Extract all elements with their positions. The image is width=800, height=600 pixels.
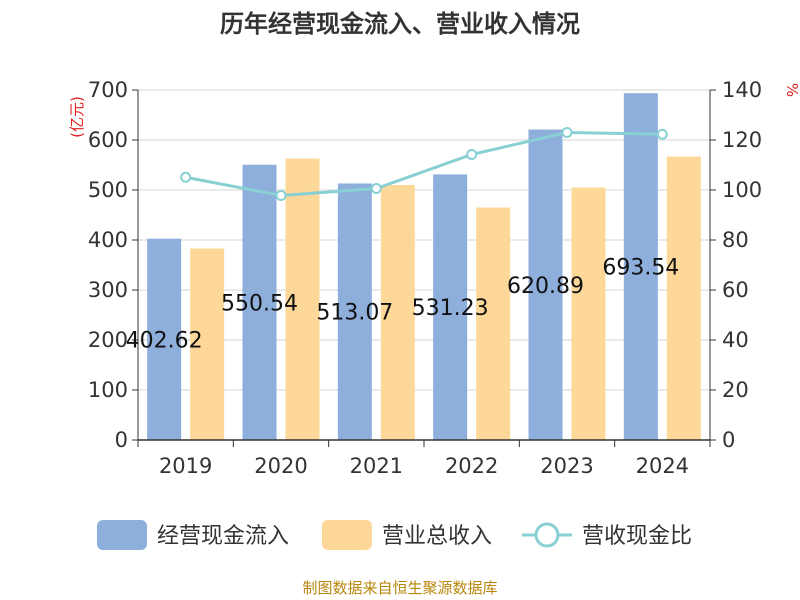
data-label: 693.54 [602,256,679,281]
bar [190,248,225,440]
line-point [180,171,192,183]
bar [571,187,606,440]
legend-swatch-marker [534,522,560,548]
left-axis-tick-label: 100 [88,378,128,402]
right-axis-tick-label: 100 [722,178,762,202]
bar [528,129,563,440]
left-axis-tick-label: 300 [88,278,128,302]
line-point [275,190,287,201]
legend-label: 经营现金流入 [157,524,289,549]
legend: 经营现金流入 营业总收入 营收现金比 [97,520,692,550]
left-axis-tick-label: 700 [88,78,128,102]
right-axis-tick-label: 80 [722,228,749,252]
data-label: 531.23 [412,296,489,321]
grid [138,89,710,391]
line-point [370,183,382,194]
data-label: 513.07 [316,301,393,326]
right-axis-tick-label: 20 [722,378,749,402]
left-axis-unit: (亿元) [68,96,86,138]
line-series [180,127,668,201]
bar [337,183,372,440]
left-axis-tick-label: 200 [88,328,128,352]
data-label: 402.62 [126,328,203,353]
bar [476,207,511,440]
right-axis-tick-label: 0 [722,428,735,452]
bars [147,93,701,441]
left-axis-tick-label: 500 [88,178,128,202]
x-axis-tick-label: 2022 [445,454,498,478]
legend-label: 营业总收入 [382,524,492,549]
right-axis-tick-label: 60 [722,278,749,302]
left-axis-tick-label: 400 [88,228,128,252]
x-axis-tick-label: 2021 [350,454,403,478]
bar [147,238,182,440]
line-point [466,149,478,160]
bar [242,164,277,441]
bar [433,174,468,440]
chart-title: 历年经营现金流入、营业收入情况 [220,10,580,38]
source-note: 制图数据来自恒生聚源数据库 [302,579,497,597]
right-axis-tick-label: 40 [722,328,749,352]
data-label: 550.54 [221,291,298,316]
data-labels: 402.62 550.54 513.07 531.23 620.89 693.54 [126,256,680,354]
right-axis-tick-label: 140 [722,78,762,102]
right-axis-tick-label: 120 [722,128,762,152]
right-axis-unit: % [783,83,800,97]
bar [666,156,701,440]
bar [285,158,320,440]
line-point [561,127,573,138]
legend-swatch [322,520,372,550]
line-point [656,128,668,140]
bar [380,185,415,440]
x-axis-tick-label: 2019 [159,454,212,478]
x-axis-tick-label: 2024 [636,454,689,478]
data-label: 620.89 [507,274,584,299]
bar [623,93,658,440]
x-axis-tick-label: 2023 [540,454,593,478]
legend-label: 营收现金比 [582,524,692,549]
axes: 0 100 200 300 400 500 600 700 0 20 40 60 80 100 120 140… [88,78,762,478]
legend-swatch [97,520,147,550]
x-axis-tick-label: 2020 [254,454,307,478]
line-path [185,130,663,198]
left-axis-tick-label: 0 [115,428,128,452]
left-axis-tick-label: 600 [88,128,128,152]
